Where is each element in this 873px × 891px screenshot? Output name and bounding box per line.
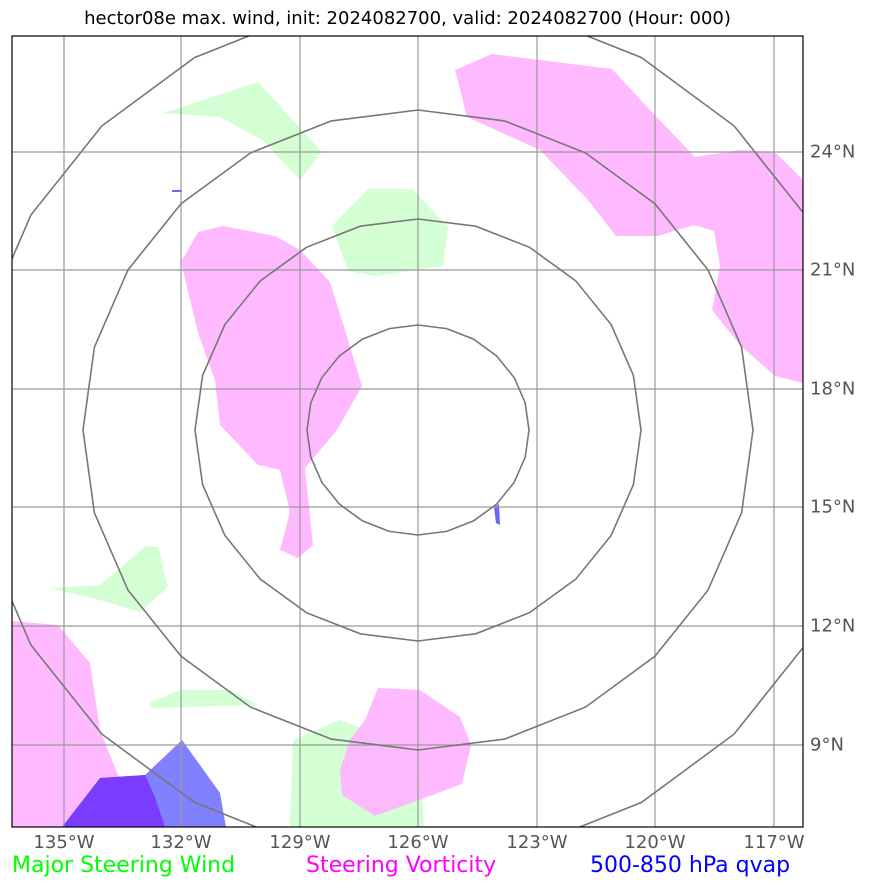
lat-tick-18n: 18°N <box>810 378 856 400</box>
range-rings <box>12 36 803 827</box>
lon-tick-117w: 117°W <box>743 832 805 853</box>
qvap-area <box>172 190 182 192</box>
lon-tick-132w: 132°W <box>150 832 212 853</box>
lat-tick-24n: 24°N <box>810 141 856 163</box>
legend-wind: Major Steering Wind <box>12 853 236 878</box>
vorticity-area <box>181 226 362 558</box>
qvap-area <box>494 504 500 525</box>
legend-vorticity: Steering Vorticity <box>306 853 497 878</box>
wind-fill-group <box>50 82 448 827</box>
qvap-fill-group <box>62 190 500 827</box>
lon-tick-123w: 123°W <box>506 832 568 853</box>
lon-tick-135w: 135°W <box>33 832 95 853</box>
map-title: hector08e max. wind, init: 2024082700, v… <box>84 8 731 29</box>
legend-qvap: 500-850 hPa qvap <box>590 853 791 878</box>
range-ring <box>194 218 642 642</box>
wind-area <box>50 546 168 612</box>
vorticity-area <box>455 54 803 383</box>
vorticity-area <box>12 621 145 827</box>
lon-tick-126w: 126°W <box>387 832 449 853</box>
lat-tick-12n: 12°N <box>810 615 856 637</box>
vorticity-fill-group <box>12 54 803 827</box>
range-ring <box>12 36 803 827</box>
plot-frame <box>11 35 804 828</box>
wind-area <box>332 189 448 276</box>
lon-tick-129w: 129°W <box>269 832 331 853</box>
lon-tick-120w: 120°W <box>624 832 686 853</box>
wind-area <box>150 690 258 708</box>
range-ring <box>82 109 754 751</box>
lat-tick-9n: 9°N <box>810 734 844 756</box>
lat-tick-21n: 21°N <box>810 259 856 281</box>
gridlines <box>12 36 803 827</box>
lat-tick-15n: 15°N <box>810 496 856 518</box>
wind-area <box>163 82 322 180</box>
vorticity-area <box>340 688 471 816</box>
qvap-area <box>62 775 165 827</box>
range-ring <box>306 324 530 536</box>
